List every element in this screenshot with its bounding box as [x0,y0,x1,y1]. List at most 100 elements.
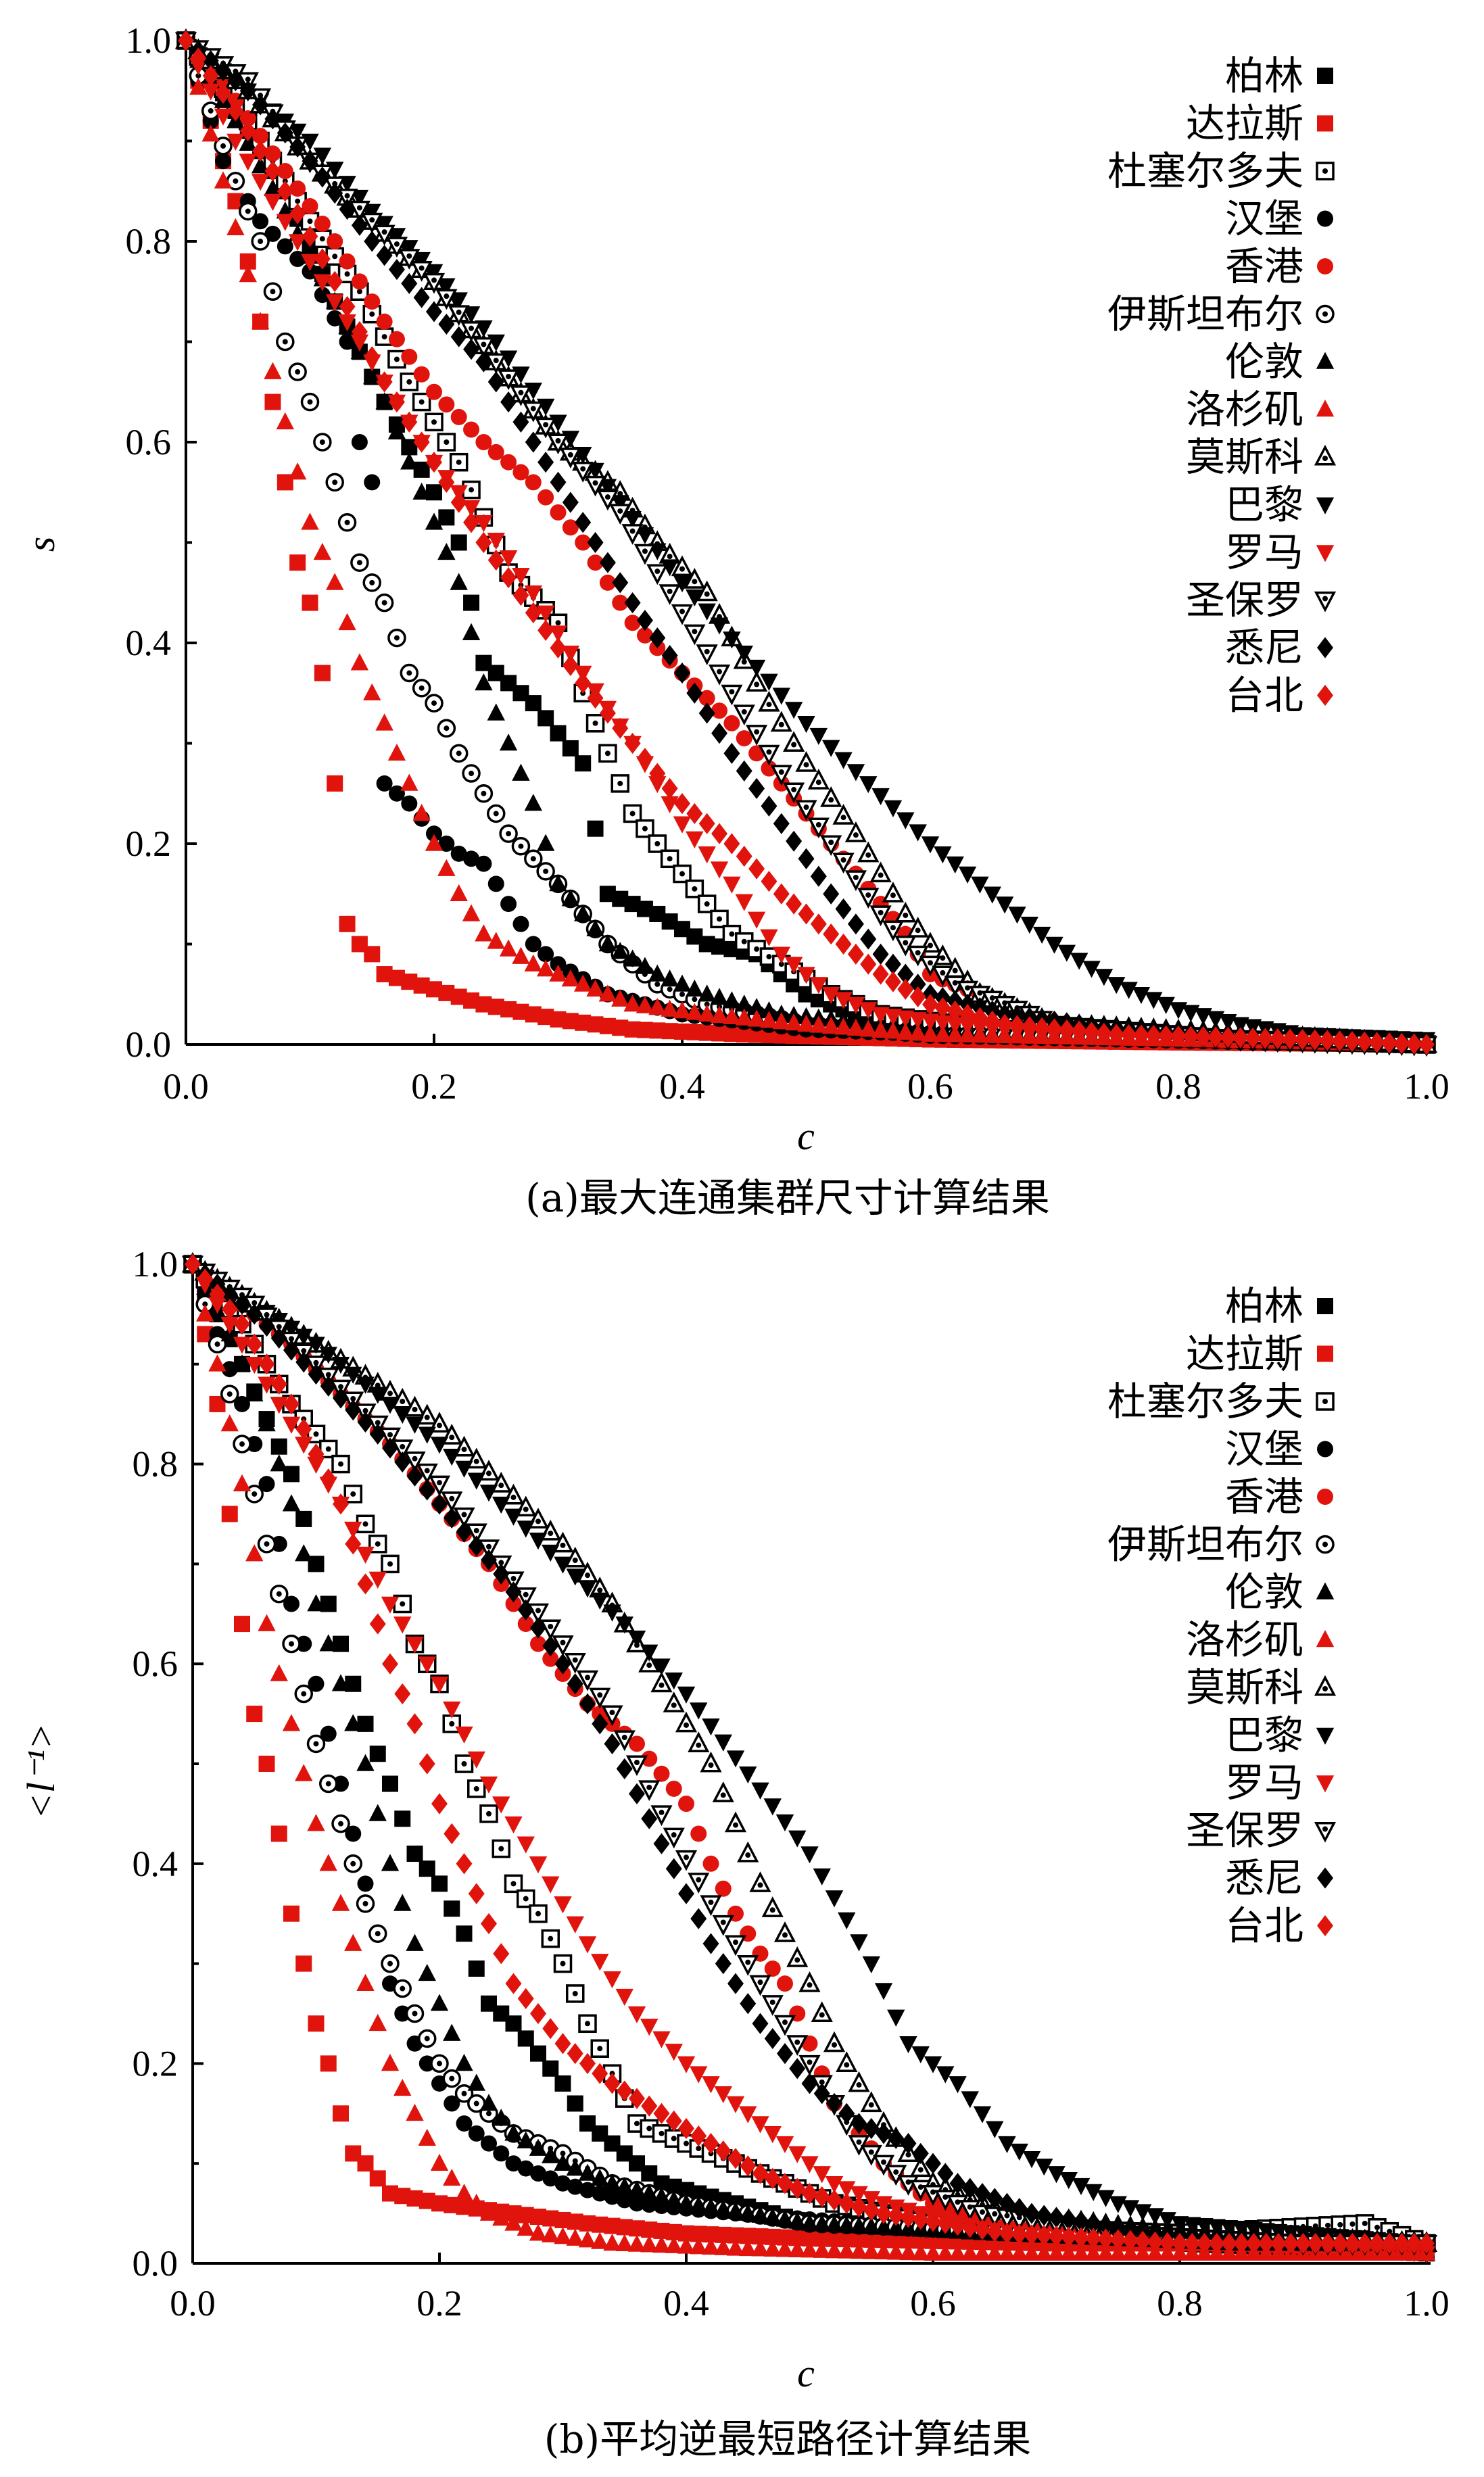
data-point [456,1521,473,1543]
data-point [542,1876,560,1894]
data-point [1122,2230,1139,2251]
data-point [549,625,567,643]
data-point [475,855,492,872]
data-point [995,896,1014,914]
data-point [721,684,743,706]
data-point [649,627,666,649]
data-point [522,401,544,423]
data-point [301,512,319,530]
data-point [747,1009,766,1027]
data-point [530,2165,546,2182]
legend-label: 汉堡 [1225,196,1303,242]
data-point [426,383,442,400]
y-tick-label: 0.6 [133,1643,178,1684]
data-point [686,802,703,825]
data-point [784,1013,803,1031]
data-point [493,1563,510,1585]
data-point [1319,1030,1336,1051]
data-point [368,1924,387,1944]
data-point [640,2019,659,2036]
data-point [650,1671,673,1693]
data-point [872,943,889,965]
data-point [289,250,306,267]
data-point [847,943,864,965]
data-point [851,2113,867,2134]
data-point [648,964,667,982]
data-point [698,1005,716,1022]
data-point [401,795,418,812]
data-point [937,2163,954,2184]
data-point [319,1854,337,1871]
data-point [566,1916,584,1933]
data-point [702,1718,720,1736]
data-point [1283,2232,1299,2255]
data-point [834,992,853,1009]
data-point [627,2180,646,2198]
data-point [1172,2232,1188,2255]
data-point [540,1519,562,1541]
data-point [456,1853,473,1875]
data-point [1184,2232,1201,2255]
data-point [525,936,542,953]
data-point [1084,2184,1103,2201]
data-point [398,249,421,270]
data-point [710,988,729,1005]
data-point [505,2015,522,2032]
data-point [835,898,852,920]
data-point [504,1874,523,1894]
data-point [832,852,855,874]
data-point [245,1544,264,1562]
data-point [686,979,704,997]
data-point [726,2201,745,2219]
data-point [492,1496,510,1514]
data-point [690,2066,708,2084]
data-point [1194,1008,1212,1026]
data-point [723,631,741,649]
data-point [536,834,555,851]
data-point [686,682,703,704]
data-point [416,1463,438,1485]
data-point [1020,917,1038,934]
data-point [752,2163,769,2184]
data-point [1343,1030,1360,1053]
data-point [726,1750,745,1768]
data-point [295,1764,313,1781]
data-point [393,1406,412,1424]
data-point [282,1714,301,1731]
data-point [625,1755,648,1777]
data-point [481,2135,497,2152]
data-point [443,2023,461,2041]
data-point [688,1731,710,1752]
data-point [949,2173,966,2194]
data-point [863,2117,880,2140]
data-point [475,351,492,372]
data-point [308,1675,325,1692]
data-point [431,1875,448,1892]
data-point [1046,1018,1063,1040]
data-point [307,1814,325,1831]
data-point [773,1921,796,1942]
legend-label: 伦敦 [1225,339,1303,385]
data-point [973,2106,992,2123]
data-point [245,1357,264,1374]
data-point [1208,2232,1225,2255]
legend-marker [1316,545,1335,562]
data-point [500,567,517,589]
data-point [899,2242,917,2261]
data-point [974,2182,990,2205]
data-point [800,2213,819,2231]
data-point [226,133,245,151]
data-point [208,1297,226,1314]
data-point [686,831,704,848]
data-point [490,1471,512,1493]
data-point [611,495,629,512]
data-point [364,231,381,252]
data-point [763,2126,782,2144]
data-point [361,212,383,234]
data-point [1047,2166,1066,2184]
data-point [599,702,616,724]
data-point [559,448,581,468]
data-point [339,333,356,350]
x-tick-label: 0.4 [663,2283,709,2324]
data-point [611,942,629,959]
